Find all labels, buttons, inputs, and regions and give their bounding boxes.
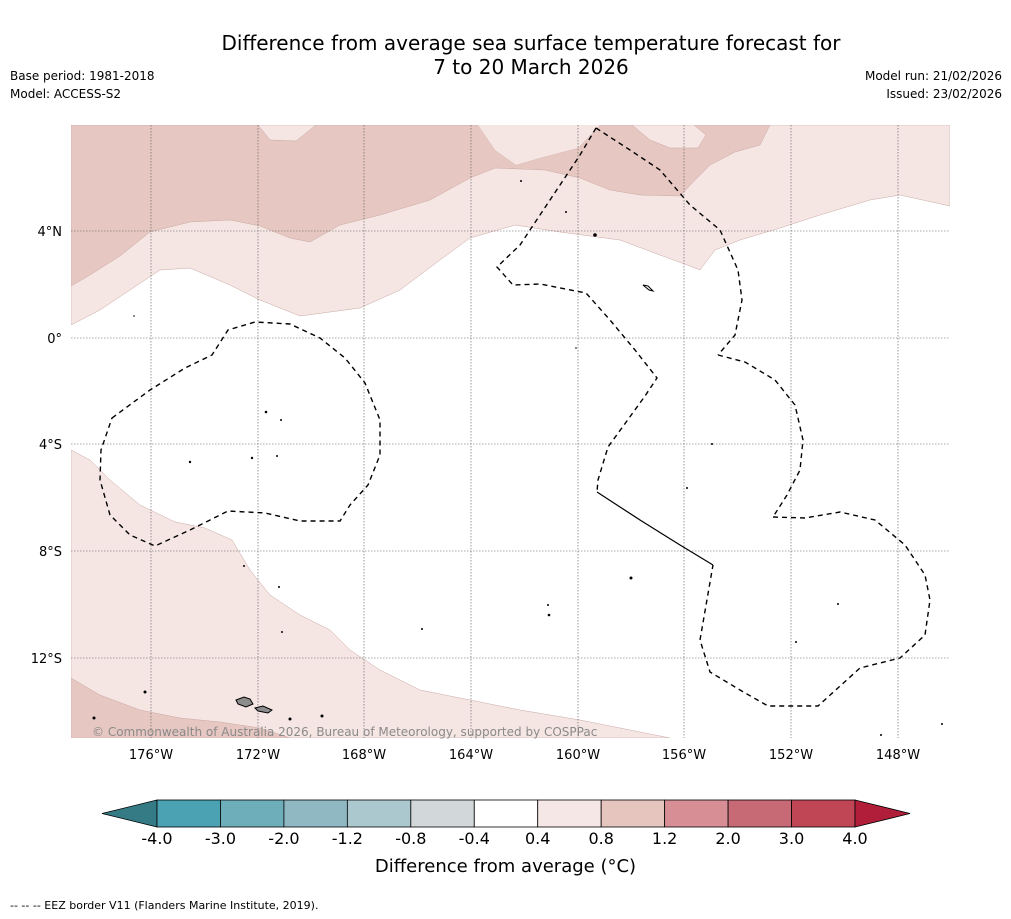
colorbar-tick-label: 3.0 <box>778 829 805 848</box>
lon-label: 176°W <box>129 748 173 763</box>
colorbar-tick-label: -3.0 <box>204 829 237 848</box>
latitude-labels: 4°N 0° 4°S 8°S 12°S <box>31 225 62 667</box>
colorbar-segment <box>600 799 666 828</box>
eez-borders <box>99 127 931 707</box>
colorbar-extend-low <box>101 799 158 828</box>
colorbar-segment <box>537 799 602 828</box>
copyright-text: © Commonwealth of Australia 2026, Bureau… <box>92 725 597 739</box>
eez-border-kiribati-west <box>496 127 658 493</box>
colorbar-tick-label: -0.8 <box>395 829 427 848</box>
colorbar-tick-label: -1.2 <box>331 829 363 848</box>
samoa-island-upolu <box>235 696 254 708</box>
anomaly-band-south-0-8 <box>71 677 291 738</box>
lat-label: 8°S <box>39 545 62 560</box>
islands <box>92 180 943 736</box>
eez-footnote: -- -- -- EEZ border V11 (Flanders Marine… <box>10 899 319 912</box>
colorbar-tick-label: 2.0 <box>715 829 741 848</box>
lon-label: 168°W <box>342 748 386 763</box>
colorbar-tick-label: 0.8 <box>588 829 614 848</box>
base-period: Base period: 1981-2018 <box>10 69 155 83</box>
colorbar-segment <box>283 799 348 828</box>
anomaly-band-south-0-4 <box>71 449 671 738</box>
colorbar-segment <box>791 799 856 828</box>
lat-label: 4°N <box>38 225 63 240</box>
colorbar-tick-label: 0.4 <box>524 829 551 848</box>
eez-border-solid <box>596 491 714 566</box>
colorbar-segment <box>664 799 729 828</box>
longitude-labels: 176°W 172°W 168°W 164°W 160°W 156°W 152°W 148°W <box>129 748 920 763</box>
eez-border-cook-south <box>699 511 931 707</box>
colorbar-tick-label: -0.4 <box>458 829 490 848</box>
meta-left: Base period: 1981-2018 Model: ACCESS-S2 <box>10 67 155 103</box>
colorbar-segment <box>473 799 539 828</box>
colorbar-extend-high <box>854 799 911 828</box>
colorbar-tick-label: -2.0 <box>268 829 300 848</box>
samoa-island-savaii <box>254 705 273 714</box>
lat-label: 0° <box>47 332 62 347</box>
map-panel <box>71 125 950 738</box>
title-line-2: 7 to 20 March 2026 <box>433 55 629 79</box>
lon-label: 156°W <box>662 748 706 763</box>
lon-label: 160°W <box>556 748 600 763</box>
colorbar-segment <box>410 799 475 828</box>
lat-label: 12°S <box>31 652 62 667</box>
lon-label: 164°W <box>449 748 493 763</box>
gridlines <box>71 125 950 738</box>
anomaly-band-top-notch <box>478 125 600 165</box>
colorbar-segment <box>727 799 792 828</box>
colorbar-segment <box>220 799 285 828</box>
lat-label: 4°S <box>39 438 62 453</box>
colorbar-segment <box>156 799 221 828</box>
eez-border-cook-north <box>717 354 804 518</box>
lon-label: 172°W <box>236 748 280 763</box>
colorbar-segment <box>346 799 412 828</box>
model-run: Model run: 21/02/2026 <box>864 69 1002 83</box>
model-name: Model: ACCESS-S2 <box>10 87 122 101</box>
lon-label: 152°W <box>769 748 813 763</box>
eez-border-tokelau <box>99 321 381 547</box>
title-line-1: Difference from average sea surface temp… <box>221 31 841 55</box>
colorbar-tick-label: -4.0 <box>141 829 173 848</box>
colorbar-tick-label: 1.2 <box>651 829 678 848</box>
chart-title: Difference from average sea surface temp… <box>0 31 1011 79</box>
colorbar-tick-label: 4.0 <box>842 829 868 848</box>
lon-label: 148°W <box>876 748 920 763</box>
colorbar <box>101 799 911 828</box>
meta-right: Model run: 21/02/2026 Issued: 23/02/2026 <box>865 67 1002 103</box>
issued-date: Issued: 23/02/2026 <box>886 87 1002 101</box>
colorbar-label: Difference from average (°C) <box>374 856 637 877</box>
